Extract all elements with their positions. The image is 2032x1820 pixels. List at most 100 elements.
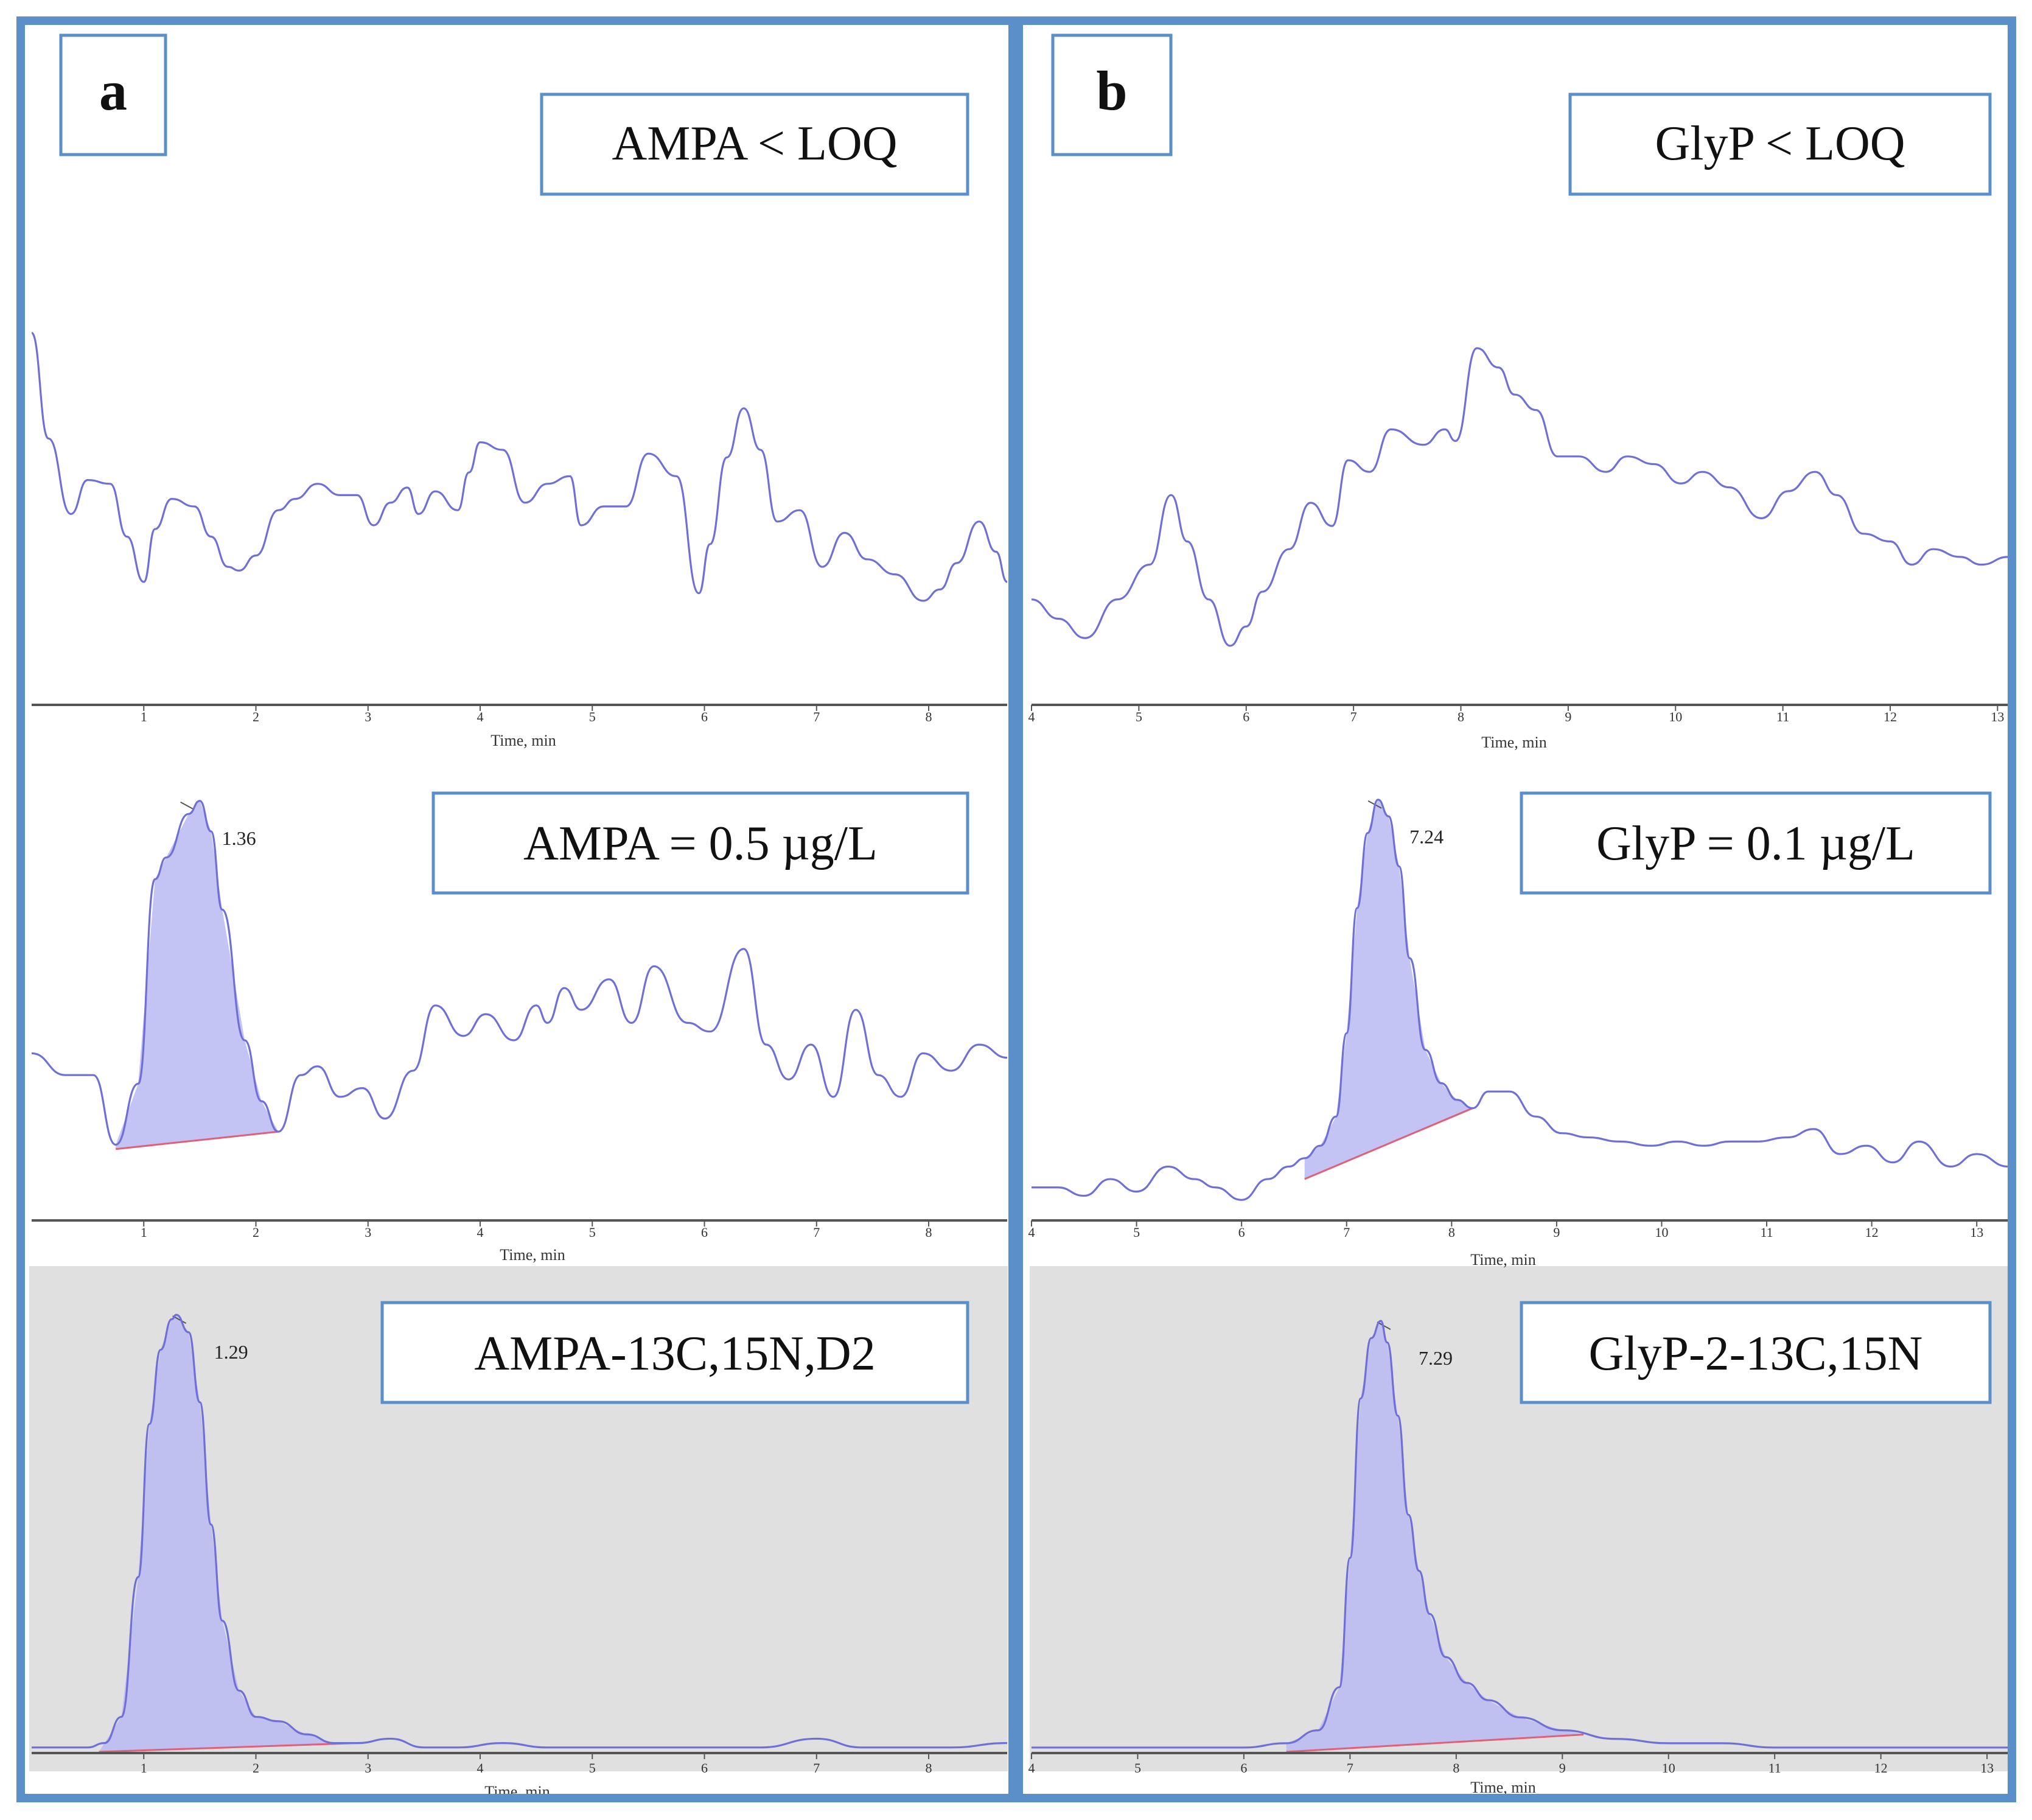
x-tick-label-b3-8: 8	[1453, 1760, 1459, 1776]
x-tick-label-b2-7: 7	[1343, 1225, 1350, 1240]
trace-a3	[32, 1314, 1008, 1749]
trace-b2	[1032, 799, 2009, 1201]
x-tick-label-a3-7: 7	[813, 1760, 820, 1776]
annotation-box-a1	[540, 93, 969, 196]
panel-b-label-box	[1051, 33, 1173, 156]
x-tick-label-b2-8: 8	[1448, 1225, 1455, 1240]
x-tick-label-b1-6: 6	[1243, 709, 1249, 724]
annotation-box-b3	[1520, 1301, 1992, 1404]
x-tick-label-b1-10: 10	[1669, 709, 1682, 724]
x-axis-label-a2: Time, min	[500, 1246, 565, 1264]
annotation-b2: GlyP = 0.1 µg/L	[1596, 817, 1915, 870]
x-tick-label-a1-4: 4	[477, 709, 484, 724]
x-tick-label-b3-13: 13	[1980, 1760, 1994, 1776]
panel-a-label-box	[59, 33, 167, 156]
x-tick-label-b1-11: 11	[1776, 709, 1789, 724]
x-tick-label-b2-4: 4	[1028, 1225, 1035, 1240]
x-tick-label-b3-5: 5	[1134, 1760, 1141, 1776]
x-tick-label-a2-8: 8	[926, 1225, 932, 1240]
x-tick-label-b2-10: 10	[1655, 1225, 1668, 1240]
x-tick-label-a3-4: 4	[477, 1760, 484, 1776]
trace-a1	[30, 332, 1008, 602]
peak-area-a2	[116, 800, 279, 1149]
plot-b3: 7.29 4 5 6 7 8 9 10 11 12 13 Time, min	[1028, 1320, 2008, 1796]
x-tick-label-a1-2: 2	[253, 709, 259, 724]
annotation-a3: AMPA-13C,15N,D2	[474, 1327, 875, 1381]
x-tick-label-b1-4: 4	[1028, 709, 1035, 724]
peak-baseline-a2	[116, 1130, 279, 1150]
x-tick-label-a3-1: 1	[141, 1760, 147, 1776]
peak-baseline-b3	[1286, 1734, 1584, 1753]
x-tick-label-a1-3: 3	[365, 709, 371, 724]
x-tick-label-a1-8: 8	[926, 709, 932, 724]
annotation-box-b1	[1568, 93, 1992, 196]
peak-baseline-b2	[1304, 1107, 1473, 1180]
peak-rt-label-a2: 1.36	[222, 827, 256, 849]
x-tick-label-b3-6: 6	[1240, 1760, 1247, 1776]
x-tick-label-a3-2: 2	[253, 1760, 259, 1776]
panel-b-label: b	[1096, 60, 1127, 122]
x-tick-label-b2-12: 12	[1865, 1225, 1879, 1240]
annotation-b1: GlyP < LOQ	[1655, 117, 1905, 170]
peak-rt-label-a3: 1.29	[214, 1341, 248, 1363]
x-tick-label-a2-2: 2	[253, 1225, 259, 1240]
x-tick-label-a1-6: 6	[701, 709, 708, 724]
annotation-box-a2	[431, 791, 969, 895]
peak-baseline-a3	[99, 1742, 357, 1753]
x-axis-label-b1: Time, min	[1481, 733, 1546, 751]
plot-a1: 1 2 3 4 5 6 7 8 Time, min	[30, 332, 1008, 749]
x-tick-label-b2-11: 11	[1760, 1225, 1773, 1240]
x-tick-label-a3-8: 8	[926, 1760, 932, 1776]
x-tick-label-b1-5: 5	[1136, 709, 1142, 724]
annotation-box-a3	[380, 1301, 969, 1404]
x-tick-label-a2-1: 1	[141, 1225, 147, 1240]
x-tick-label-a2-4: 4	[477, 1225, 484, 1240]
plot-a2: 1.36 1 2 3 4 5 6 7 8 Time, min	[31, 800, 1008, 1264]
x-tick-label-b3-7: 7	[1347, 1760, 1353, 1776]
x-tick-label-a2-6: 6	[701, 1225, 708, 1240]
x-tick-label-b3-9: 9	[1559, 1760, 1566, 1776]
annotation-a2: AMPA = 0.5 µg/L	[523, 817, 878, 870]
peak-area-b2	[1304, 799, 1473, 1180]
plot-b2: 7.24 4 5 6 7 8 9 10 11 12 13 Time, min	[1028, 799, 2009, 1269]
x-tick-label-a1-5: 5	[589, 709, 596, 724]
x-tick-label-a3-6: 6	[701, 1760, 708, 1776]
x-tick-label-b3-10: 10	[1662, 1760, 1675, 1776]
peak-area-a3	[99, 1315, 357, 1752]
plot-b1: 4 5 6 7 8 9 10 11 12 13 Time, min	[1028, 347, 2009, 751]
x-tick-label-a2-7: 7	[813, 1225, 820, 1240]
x-tick-label-a2-5: 5	[589, 1225, 596, 1240]
x-tick-label-b1-8: 8	[1458, 709, 1464, 724]
x-tick-label-b1-12: 12	[1884, 709, 1897, 724]
x-tick-label-b1-13: 13	[1991, 709, 2004, 724]
x-tick-label-b2-9: 9	[1553, 1225, 1560, 1240]
panel-a-label: a	[99, 60, 127, 122]
x-tick-label-b2-5: 5	[1133, 1225, 1140, 1240]
x-tick-label-b3-4: 4	[1028, 1760, 1035, 1776]
x-tick-label-a1-1: 1	[141, 709, 147, 724]
peak-rt-label-b3: 7.29	[1419, 1347, 1453, 1369]
annotation-b3: GlyP-2-13C,15N	[1589, 1327, 1923, 1381]
panel-a-frame	[16, 16, 1017, 1802]
x-tick-label-a3-5: 5	[589, 1760, 596, 1776]
x-tick-label-b3-11: 11	[1768, 1760, 1781, 1776]
trace-a2	[31, 800, 1008, 1146]
annotation-a1: AMPA < LOQ	[612, 117, 898, 170]
panel-b-frame	[1014, 16, 2016, 1802]
annotation-box-b2	[1520, 791, 1992, 895]
x-tick-label-b1-9: 9	[1565, 709, 1571, 724]
trace-b1	[1031, 347, 2009, 647]
peak-rt-label-b2: 7.24	[1409, 826, 1444, 848]
trace-b3	[1031, 1320, 2008, 1749]
x-axis-label-a1: Time, min	[491, 732, 556, 749]
x-axis-label-b2: Time, min	[1470, 1251, 1535, 1269]
x-tick-label-b2-6: 6	[1238, 1225, 1245, 1240]
x-tick-label-a3-3: 3	[365, 1760, 371, 1776]
x-tick-label-a2-3: 3	[365, 1225, 371, 1240]
x-tick-label-a1-7: 7	[813, 709, 820, 724]
x-axis-label-b3: Time, min	[1470, 1779, 1535, 1796]
peak-marker-a2	[180, 801, 195, 810]
